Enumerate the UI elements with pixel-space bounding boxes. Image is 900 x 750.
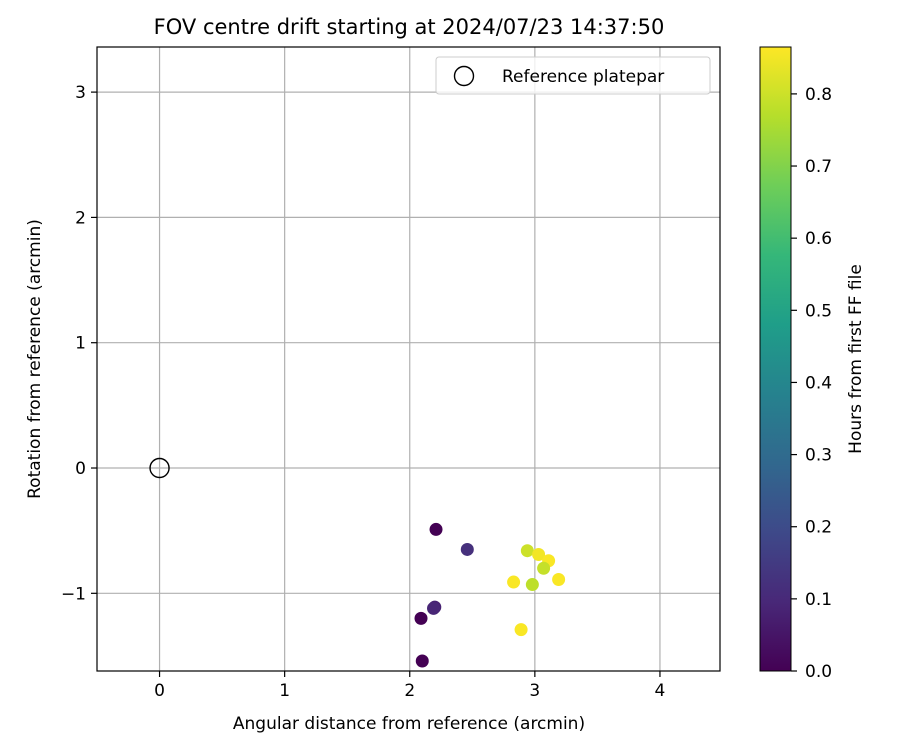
data-point <box>514 623 528 637</box>
y-axis-ticks: −1 0 1 2 3 <box>61 83 97 604</box>
y-axis-label: Rotation from reference (arcmin) <box>25 219 45 499</box>
grid-lines <box>97 47 720 671</box>
colorbar-tick-label: 0.3 <box>805 446 832 466</box>
colorbar-tick-label: 0.0 <box>805 662 832 682</box>
data-point <box>520 544 534 558</box>
colorbar-tick-label: 0.6 <box>805 229 832 249</box>
y-tick-label: 3 <box>75 83 86 103</box>
colorbar-tick-label: 0.5 <box>805 301 832 321</box>
colorbar-tick-label: 0.8 <box>805 85 832 105</box>
data-points <box>149 457 566 668</box>
x-tick-label: 1 <box>279 681 290 701</box>
chart-title: FOV centre drift starting at 2024/07/23 … <box>154 15 665 39</box>
data-point <box>552 573 566 587</box>
plot-area-frame <box>96 46 721 672</box>
legend: Reference platepar <box>435 56 711 95</box>
x-tick-label: 4 <box>655 681 666 701</box>
y-tick-label: 0 <box>75 459 86 479</box>
data-point <box>429 522 443 536</box>
data-point <box>532 547 546 561</box>
colorbar-tick-label: 0.4 <box>805 373 832 393</box>
y-tick-label: 1 <box>75 334 86 354</box>
x-tick-label: 0 <box>154 681 165 701</box>
colorbar-tick-label: 0.1 <box>805 590 832 610</box>
x-axis-label: Angular distance from reference (arcmin) <box>233 714 585 734</box>
legend-label: Reference platepar <box>502 67 664 87</box>
y-tick-label: 2 <box>75 208 86 228</box>
x-tick-label: 2 <box>404 681 415 701</box>
colorbar <box>759 46 792 672</box>
colorbar-tick-label: 0.7 <box>805 157 832 177</box>
legend-marker <box>453 65 475 87</box>
data-point <box>415 654 429 668</box>
reference-platepar-marker <box>149 457 170 479</box>
x-axis-ticks: 0 1 2 3 4 <box>154 671 665 701</box>
colorbar-label: Hours from first FF file <box>846 264 866 454</box>
legend-box <box>435 56 711 95</box>
data-point <box>460 542 474 556</box>
colorbar-tick-label: 0.2 <box>805 518 832 538</box>
data-point <box>414 611 428 625</box>
x-tick-label: 3 <box>529 681 540 701</box>
data-point <box>427 601 441 615</box>
data-point <box>525 578 539 592</box>
data-point <box>507 575 521 589</box>
colorbar-ticks: 0.0 0.1 0.2 0.3 0.4 0.5 0.6 0.7 0.8 <box>791 85 832 682</box>
y-tick-label: −1 <box>61 584 86 604</box>
data-point <box>537 561 551 575</box>
